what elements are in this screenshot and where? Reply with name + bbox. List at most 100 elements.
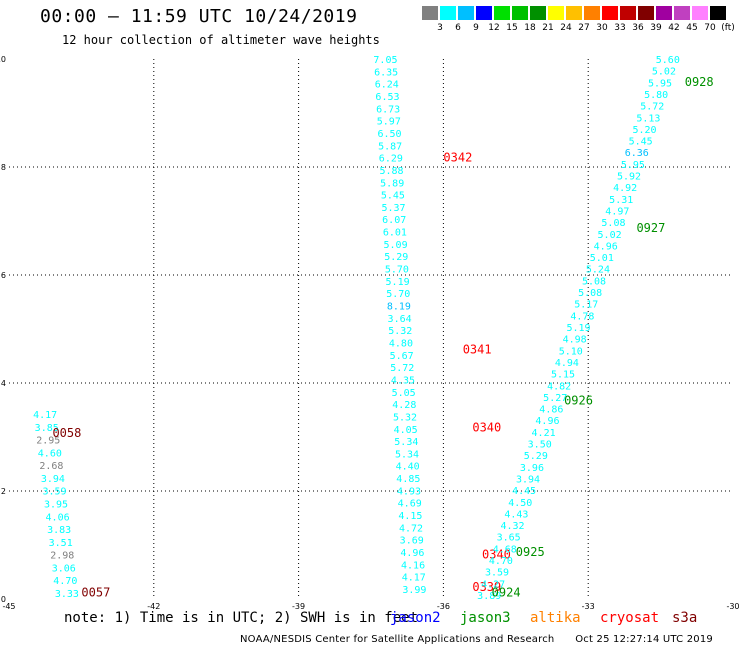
data-point-label: 8.19 [387,302,411,313]
y-tick-label: 0 [1,595,6,604]
data-point-label: 3.06 [52,563,76,574]
data-point-label: 6.73 [376,104,400,115]
scale-swatch [674,6,690,20]
data-point-label: 4.70 [53,576,77,587]
time-label: 0928 [685,75,714,89]
data-point-label: 7.05 [373,55,397,66]
data-point-label: 6.36 [625,148,649,159]
scale-swatch [638,6,654,20]
data-point-label: 5.72 [640,102,664,113]
scale-label: 3 [437,23,443,33]
chart-subtitle: 12 hour collection of altimeter wave hei… [62,33,380,47]
time-label: 0925 [516,545,545,559]
data-point-label: 2.95 [36,436,60,447]
data-point-label: 5.34 [395,449,419,460]
x-tick-label: -30 [726,602,739,611]
data-point-label: 3.51 [49,538,73,549]
scale-swatch [476,6,492,20]
data-point-label: 4.28 [392,400,416,411]
data-point-label: 6.24 [375,80,399,91]
legend-jason3: jason3 [460,610,511,626]
data-point-label: 5.02 [652,67,676,78]
data-point-label: 2.68 [39,461,63,472]
data-point-label: 3.59 [485,568,509,579]
y-tick-label: 10 [0,55,6,64]
data-point-label: 3.94 [41,474,65,485]
legend-jason2: jason2 [390,610,441,626]
data-point-label: 5.45 [381,191,405,202]
legend-altika: altika [530,610,581,626]
data-point-label: 4.27 [481,579,505,590]
data-point-label: 5.08 [578,288,602,299]
scale-swatch [530,6,546,20]
data-point-label: 3.69 [400,536,424,547]
data-point-label: 4.86 [539,405,563,416]
data-point-label: 4.78 [570,311,594,322]
legend-cryosat: cryosat [600,610,660,626]
data-point-label: 5.34 [394,437,418,448]
data-point-label: 5.95 [648,78,672,89]
data-point-label: 5.09 [384,240,408,251]
data-point-label: 4.97 [605,206,629,217]
time-label: 0058 [52,426,81,440]
data-point-label: 5.67 [390,351,414,362]
time-label: 0927 [636,221,665,235]
data-point-label: 5.08 [582,276,606,287]
data-point-label: 6.07 [382,215,406,226]
data-point-label: 4.82 [547,381,571,392]
data-point-label: 6.50 [377,129,401,140]
data-point-label: 4.72 [399,523,423,534]
scale-swatch [512,6,528,20]
data-point-label: 5.10 [559,346,583,357]
note-text: note: 1) Time is in UTC; 2) SWH is in fe… [64,610,419,626]
data-point-label: 4.92 [613,183,637,194]
scale-swatch [710,6,726,20]
data-point-label: 5.95 [621,160,645,171]
data-point-label: 4.32 [500,521,524,532]
scale-label: 39 [650,23,662,33]
data-point-label: 5.80 [644,90,668,101]
data-point-label: 4.21 [532,428,556,439]
data-point-label: 5.20 [632,125,656,136]
data-point-label: 5.29 [524,451,548,462]
time-label: 0926 [564,394,593,408]
data-point-label: 5.45 [629,137,653,148]
data-point-label: 5.97 [377,117,401,128]
data-point-label: 5.70 [386,289,410,300]
scale-swatch [602,6,618,20]
scale-label: 15 [506,23,518,33]
data-point-label: 5.08 [601,218,625,229]
data-point-label: 3.65 [497,533,521,544]
data-point-label: 5.19 [566,323,590,334]
y-tick-label: 2 [1,487,6,496]
time-label: 0339 [472,580,501,594]
scale-swatch [656,6,672,20]
scale-label: 42 [668,23,680,33]
scale-swatch [584,6,600,20]
time-label: 0924 [492,585,521,599]
data-point-label: 4.17 [402,573,426,584]
data-point-label: 3.94 [516,474,540,485]
data-point-label: 2.98 [50,551,74,562]
x-tick-label: -39 [292,602,305,611]
scale-swatch [494,6,510,20]
time-label: 0341 [463,342,492,356]
data-point-label: 3.85 [35,423,59,434]
y-tick-label: 8 [1,163,6,172]
y-tick-label: 6 [1,271,6,280]
data-point-label: 4.45 [512,486,536,497]
data-point-label: 3.95 [44,500,68,511]
data-point-label: 5.60 [656,55,680,66]
scale-label: 27 [578,23,590,33]
data-point-label: 5.32 [388,326,412,337]
data-point-label: 5.31 [609,195,633,206]
scale-label: 30 [596,23,608,33]
scale-label: 70 [704,23,716,33]
scale-swatch [566,6,582,20]
data-point-label: 4.06 [46,512,70,523]
scale-label: 18 [524,23,536,33]
scale-swatch [422,6,438,20]
data-point-label: 4.40 [396,462,420,473]
scale-label: 6 [455,23,461,33]
